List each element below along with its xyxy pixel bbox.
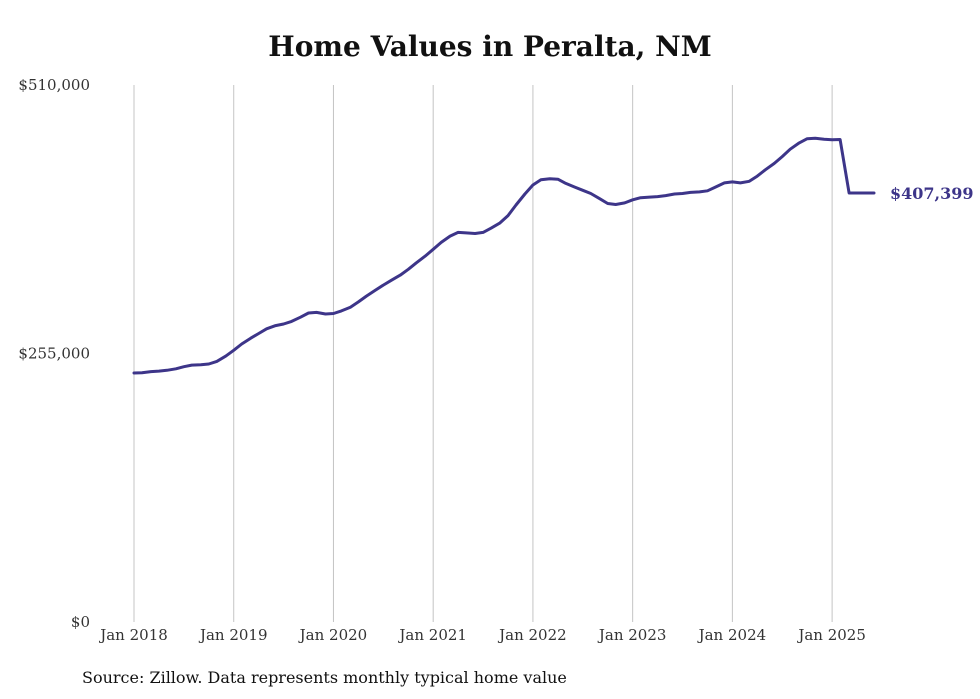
x-tick-label: Jan 2020: [298, 626, 368, 644]
x-tick-label: Jan 2021: [397, 626, 467, 644]
x-axis: Jan 2018 Jan 2019 Jan 2020 Jan 2021 Jan 2022…: [98, 626, 866, 644]
series-group: [132, 136, 876, 375]
series-line-0: [132, 136, 876, 375]
gridlines: [133, 85, 833, 622]
y-tick-label: $510,000: [18, 76, 90, 94]
x-tick-label: Jan 2024: [697, 626, 767, 644]
source-note: Source: Zillow. Data represents monthly …: [82, 668, 567, 687]
end-value-label: $407,399: [890, 184, 974, 203]
x-tick-label: Jan 2022: [497, 626, 567, 644]
x-tick-label: Jan 2018: [98, 626, 168, 644]
y-tick-label: $0: [71, 613, 90, 631]
annotations: $407,399: [890, 184, 974, 203]
x-tick-label: Jan 2025: [796, 626, 866, 644]
x-tick-label: Jan 2023: [597, 626, 667, 644]
chart-title: Home Values in Peralta, NM: [268, 30, 712, 63]
x-tick-label: Jan 2019: [198, 626, 268, 644]
y-tick-label: $255,000: [18, 345, 90, 363]
y-axis: $0 $255,000 $510,000: [18, 76, 90, 631]
